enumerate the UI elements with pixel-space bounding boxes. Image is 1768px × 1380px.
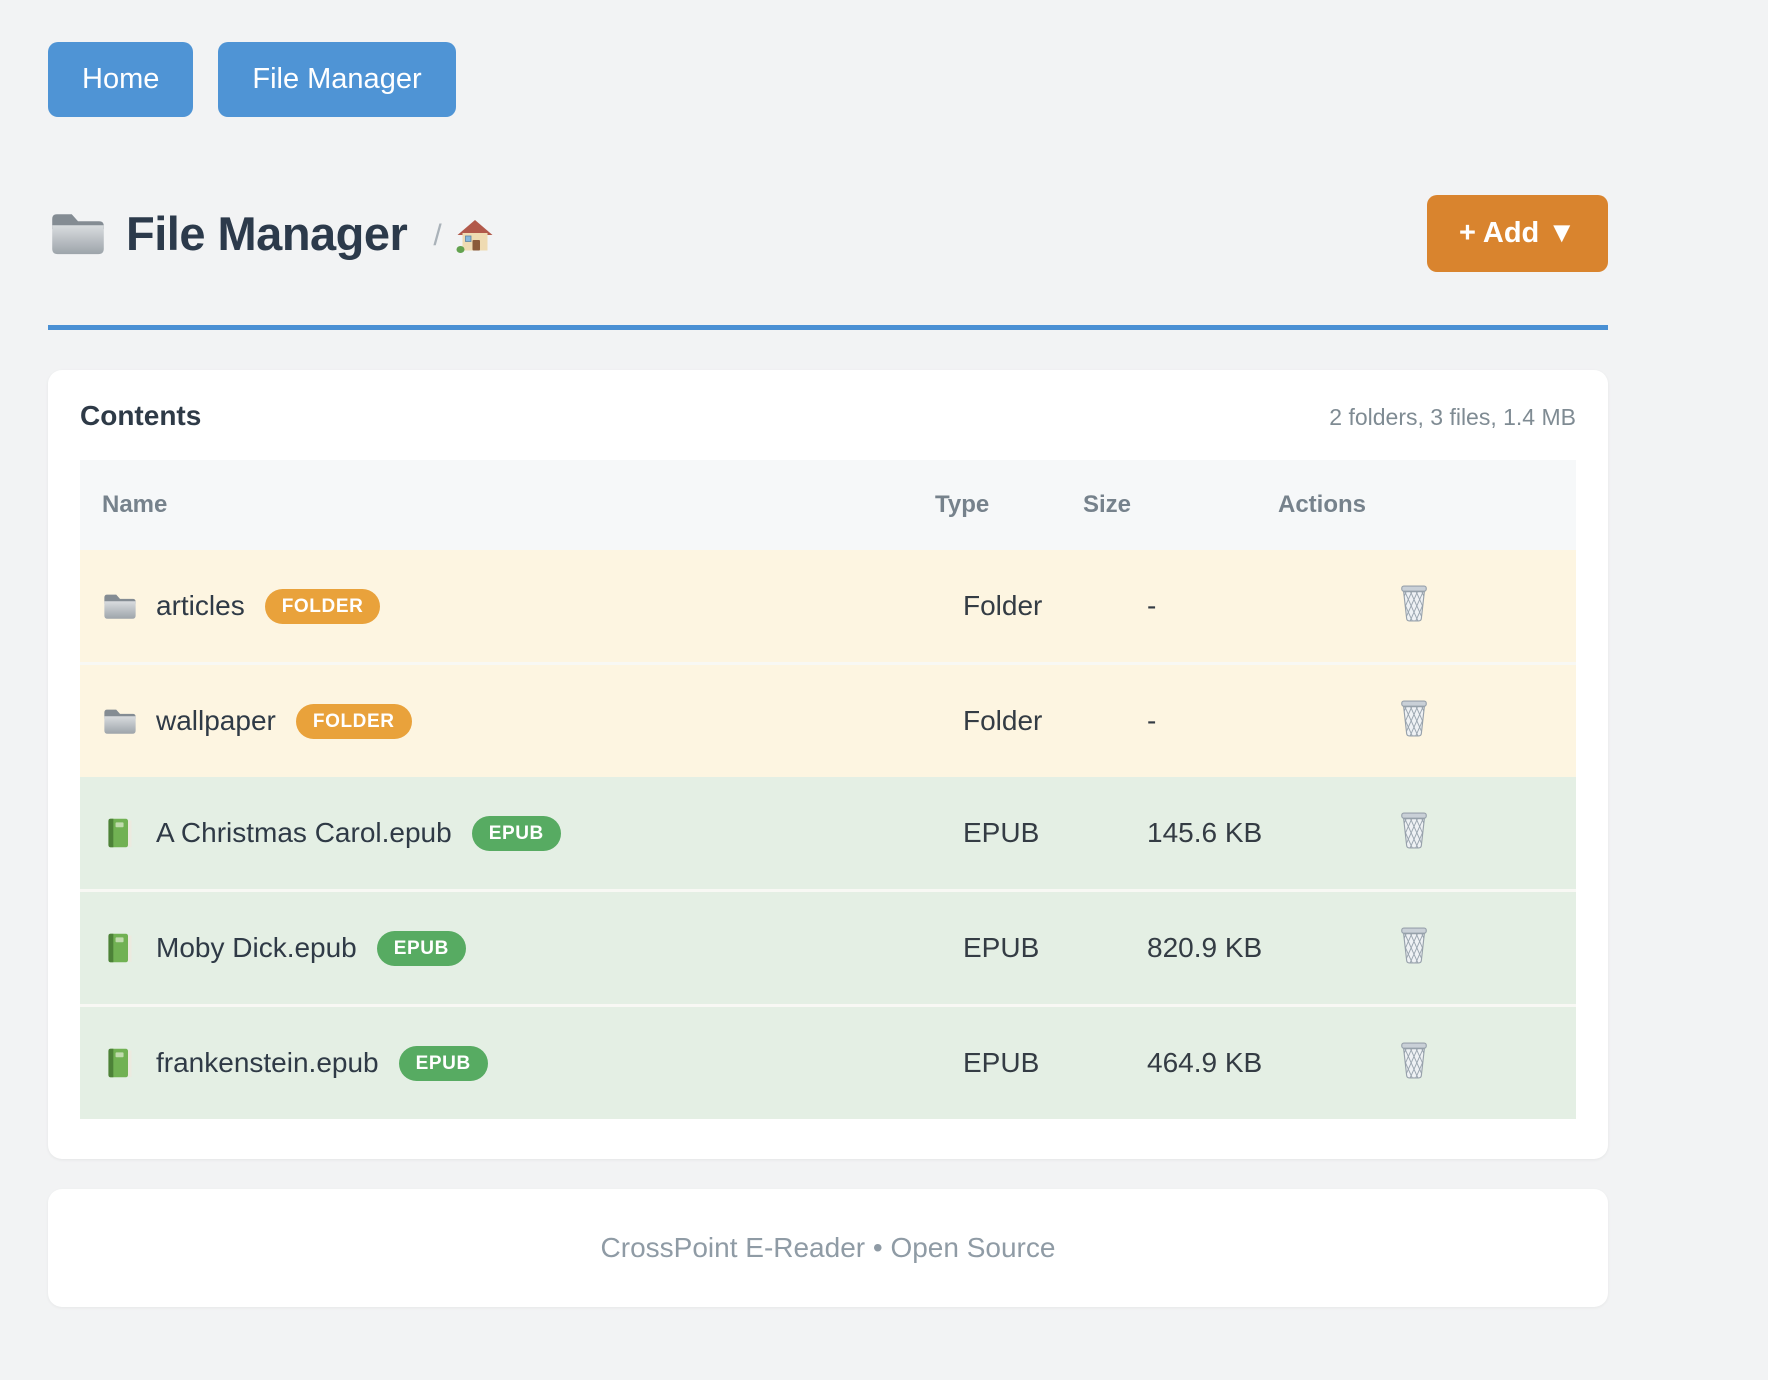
folder-icon	[102, 590, 138, 622]
item-name-link[interactable]: Moby Dick.epub	[156, 932, 357, 963]
contents-card: Contents 2 folders, 3 files, 1.4 MB Name…	[48, 370, 1608, 1159]
green-book-icon	[102, 817, 138, 849]
folder-icon	[48, 208, 108, 258]
epub-badge: EPUB	[376, 930, 466, 966]
folder-badge: FOLDER	[264, 588, 381, 624]
column-header-name: Name	[80, 460, 935, 550]
item-name-link[interactable]: articles	[156, 590, 245, 621]
add-button[interactable]: + Add ▼	[1427, 194, 1608, 272]
column-header-actions: Actions	[1278, 460, 1576, 550]
table-header-row: Name Type Size Actions	[80, 460, 1576, 550]
size-cell: -	[1083, 662, 1278, 777]
trash-icon	[1398, 1055, 1430, 1086]
epub-badge: EPUB	[471, 815, 561, 851]
table-row-wallpaper: wallpaper FOLDER Folder -	[80, 662, 1576, 777]
folder-icon	[102, 705, 138, 737]
trash-icon	[1398, 940, 1430, 971]
table-row-moby-dick: Moby Dick.epub EPUB EPUB 820.9 KB	[80, 889, 1576, 1006]
type-cell: Folder	[935, 662, 1083, 777]
item-name-link[interactable]: A Christmas Carol.epub	[156, 817, 452, 848]
delete-button[interactable]	[1398, 583, 1430, 623]
contents-title: Contents	[80, 400, 202, 431]
title-divider	[48, 325, 1608, 330]
green-book-icon	[102, 932, 138, 964]
footer: CrossPoint E-Reader • Open Source	[48, 1189, 1608, 1307]
size-cell: 820.9 KB	[1083, 889, 1278, 1006]
delete-button[interactable]	[1398, 698, 1430, 738]
house-icon	[456, 241, 494, 258]
trash-icon	[1398, 598, 1430, 629]
table-row-frankenstein: frankenstein.epub EPUB EPUB 464.9 KB	[80, 1004, 1576, 1119]
epub-badge: EPUB	[398, 1045, 488, 1081]
breadcrumb-home-link[interactable]	[456, 218, 494, 254]
item-name-link[interactable]: frankenstein.epub	[156, 1047, 379, 1078]
folder-badge: FOLDER	[295, 703, 412, 739]
top-nav: Home File Manager	[48, 42, 1608, 117]
size-cell: 145.6 KB	[1083, 777, 1278, 891]
page-header: File Manager / + Add ▼	[48, 193, 1608, 273]
delete-button[interactable]	[1398, 810, 1430, 850]
page-title: File Manager	[126, 206, 408, 260]
size-cell: -	[1083, 550, 1278, 664]
breadcrumb-separator: /	[433, 219, 442, 252]
item-name-link[interactable]: wallpaper	[156, 705, 276, 736]
contents-summary: 2 folders, 3 files, 1.4 MB	[1329, 404, 1576, 430]
footer-text: CrossPoint E-Reader • Open Source	[600, 1232, 1056, 1263]
green-book-icon	[102, 1047, 138, 1079]
file-manager-button[interactable]: File Manager	[218, 42, 456, 117]
column-header-type: Type	[935, 460, 1083, 550]
type-cell: Folder	[935, 550, 1083, 664]
size-cell: 464.9 KB	[1083, 1004, 1278, 1119]
type-cell: EPUB	[935, 1004, 1083, 1119]
home-button[interactable]: Home	[48, 42, 194, 117]
delete-button[interactable]	[1398, 1040, 1430, 1080]
trash-icon	[1398, 713, 1430, 744]
table-row-christmas-carol: A Christmas Carol.epub EPUB EPUB 145.6 K…	[80, 777, 1576, 891]
files-table: Name Type Size Actions articles FOLDER F…	[80, 460, 1576, 1119]
type-cell: EPUB	[935, 889, 1083, 1006]
column-header-size: Size	[1083, 460, 1278, 550]
type-cell: EPUB	[935, 777, 1083, 891]
trash-icon	[1398, 825, 1430, 856]
delete-button[interactable]	[1398, 925, 1430, 965]
contents-header: Contents 2 folders, 3 files, 1.4 MB	[80, 400, 1576, 436]
table-row-articles: articles FOLDER Folder -	[80, 550, 1576, 664]
